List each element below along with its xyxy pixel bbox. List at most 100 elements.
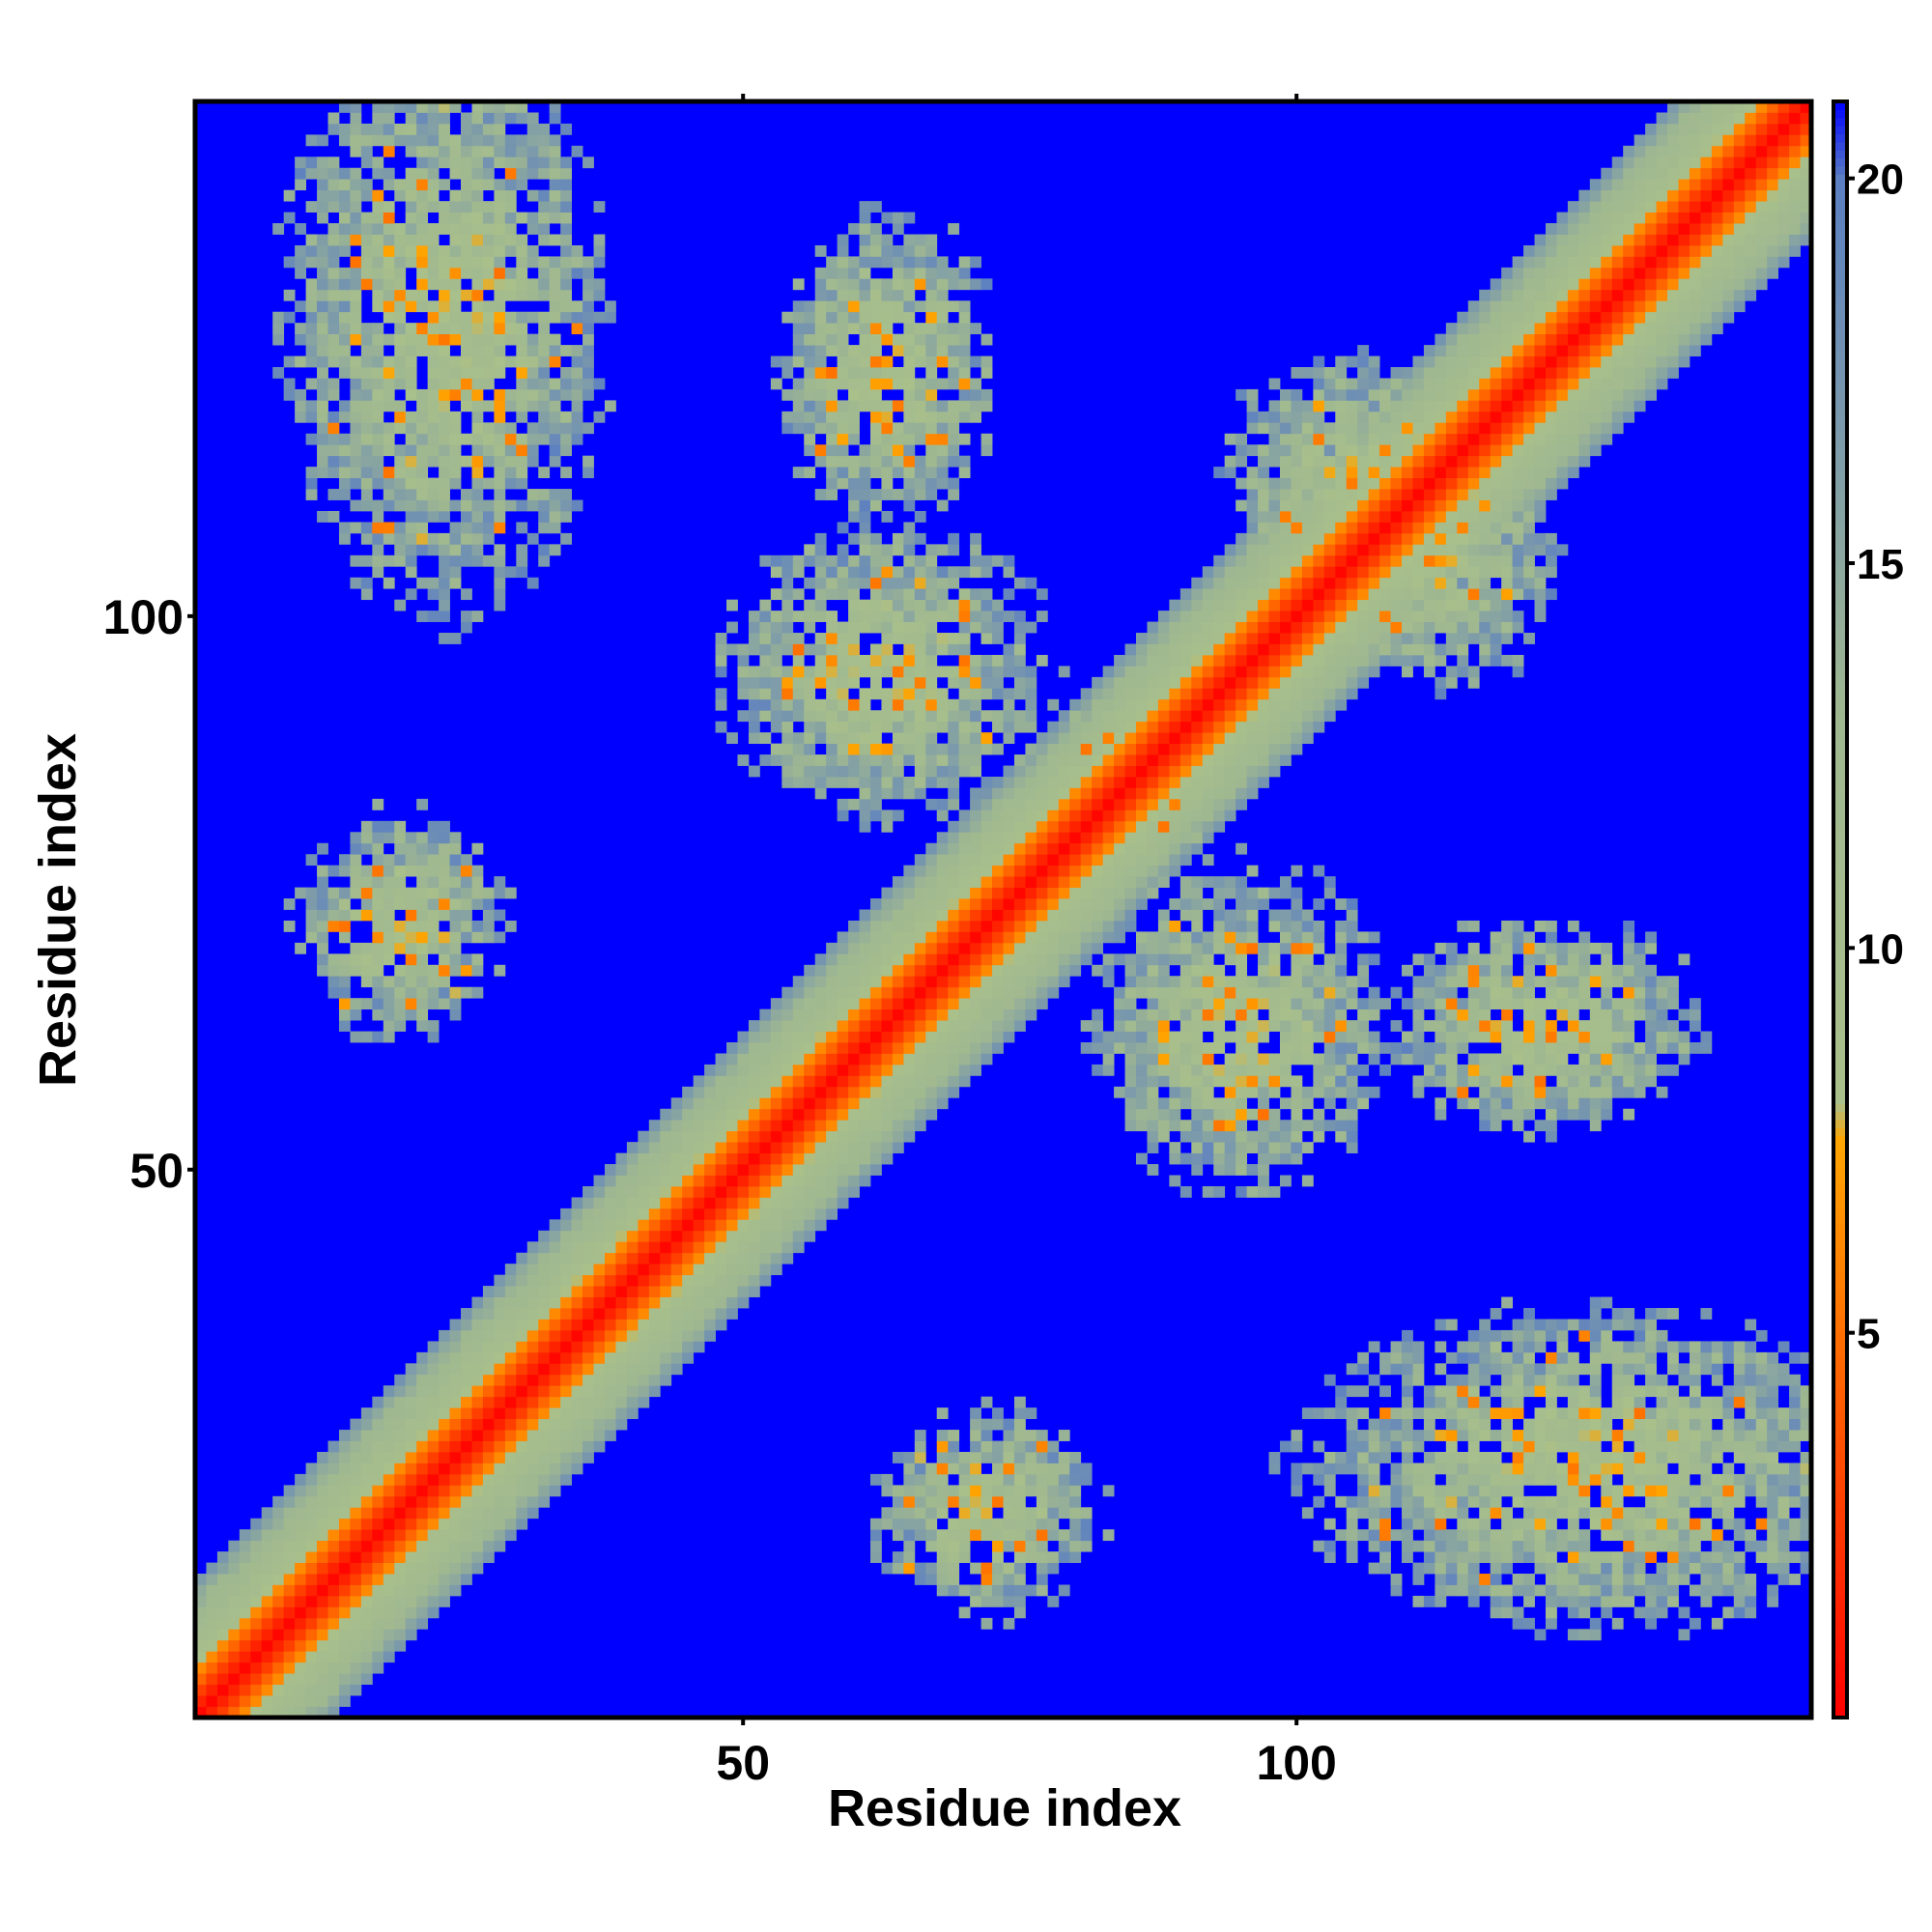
heatmap-cell [881, 1020, 894, 1032]
heatmap-cell [1069, 842, 1082, 855]
heatmap-cell [804, 388, 816, 401]
heatmap-cell [394, 489, 407, 500]
heatmap-cell [903, 1540, 916, 1552]
heatmap-cell [1213, 643, 1226, 656]
heatmap-cell [416, 931, 429, 944]
heatmap-cell [338, 865, 351, 877]
heatmap-cell [869, 544, 882, 556]
heatmap-cell [948, 1495, 960, 1508]
heatmap-cell [471, 422, 484, 435]
heatmap-cell [1092, 721, 1104, 733]
heatmap-cell [826, 611, 838, 622]
heatmap-cell [317, 1695, 328, 1707]
heatmap-cell [781, 1020, 794, 1032]
heatmap-cell [859, 1164, 871, 1176]
heatmap-cell [648, 1252, 661, 1264]
heatmap-cell [1080, 920, 1093, 932]
heatmap-cell [1169, 1152, 1181, 1165]
heatmap-cell [948, 798, 960, 810]
heatmap-cell [748, 1086, 760, 1098]
heatmap-cell [948, 676, 960, 689]
heatmap-cell [626, 1407, 639, 1420]
heatmap-cell [1036, 1551, 1048, 1563]
heatmap-cell [1147, 765, 1159, 778]
heatmap-cell [859, 998, 871, 1010]
heatmap-cell [1025, 909, 1037, 922]
heatmap-cell [726, 1197, 738, 1209]
heatmap-cell [494, 1385, 506, 1398]
heatmap-cell [737, 1286, 750, 1297]
heatmap-cell [814, 300, 827, 313]
heatmap-cell [759, 633, 772, 644]
heatmap-cell [283, 388, 296, 401]
heatmap-cell [948, 732, 960, 745]
heatmap-cell [416, 976, 429, 988]
heatmap-cell [1003, 976, 1015, 988]
heatmap-cell [549, 411, 561, 423]
heatmap-cell [504, 1363, 517, 1376]
heatmap-cell [1202, 776, 1214, 788]
heatmap-cell [826, 743, 838, 755]
heatmap-cell [1013, 1396, 1026, 1408]
heatmap-cell [372, 1606, 384, 1619]
heatmap-cell [980, 1396, 993, 1408]
heatmap-cell [881, 234, 894, 246]
heatmap-cell [416, 1407, 429, 1420]
heatmap-cell [914, 1495, 926, 1508]
heatmap-cell [1036, 1451, 1048, 1463]
heatmap-cell [1025, 698, 1037, 711]
heatmap-cell [936, 588, 949, 601]
heatmap-cell [394, 1639, 407, 1652]
heatmap-cell [416, 455, 429, 468]
heatmap-cell [848, 588, 860, 601]
heatmap-cell [195, 1684, 207, 1696]
heatmap-cell [1114, 920, 1125, 932]
heatmap-cell [1268, 611, 1281, 622]
heatmap-cell [1013, 1529, 1026, 1542]
heatmap-cell [903, 388, 916, 401]
heatmap-cell [439, 1396, 450, 1408]
heatmap-cell [881, 754, 894, 766]
heatmap-cell [1157, 810, 1170, 822]
heatmap-cell [461, 355, 472, 368]
heatmap-cell [914, 964, 926, 977]
heatmap-cell [416, 433, 429, 445]
heatmap-cell [848, 676, 860, 689]
heatmap-cell [660, 1264, 672, 1276]
heatmap-cell [405, 1485, 417, 1497]
heatmap-cell [305, 887, 318, 899]
heatmap-cell [970, 1031, 981, 1043]
heatmap-cell [504, 1463, 517, 1475]
heatmap-cell [958, 643, 971, 656]
heatmap-cell [427, 234, 440, 246]
heatmap-cell [869, 1108, 882, 1121]
heatmap-cell [892, 621, 904, 634]
heatmap-cell [449, 1562, 462, 1575]
heatmap-cell [405, 1518, 417, 1530]
heatmap-cell [1246, 898, 1259, 910]
heatmap-cell [1080, 721, 1093, 733]
heatmap-cell [494, 577, 506, 589]
heatmap-cell [571, 256, 583, 269]
heatmap-cell [494, 1319, 506, 1331]
heatmap-cell [1246, 510, 1259, 523]
heatmap-cell [516, 411, 528, 423]
heatmap-cell [372, 876, 384, 888]
heatmap-cell [327, 887, 340, 899]
heatmap-cell [792, 1053, 805, 1065]
heatmap-cell [338, 234, 351, 246]
heatmap-cell [970, 1053, 981, 1065]
heatmap-cell [526, 1351, 539, 1364]
heatmap-cell [804, 1175, 816, 1187]
heatmap-cell [526, 1473, 539, 1486]
heatmap-cell [538, 467, 551, 478]
heatmap-cell [1169, 1042, 1181, 1054]
heatmap-cell [1003, 1463, 1015, 1475]
heatmap-cell [604, 1241, 616, 1254]
heatmap-cell [660, 1329, 672, 1342]
heatmap-cell [416, 1540, 429, 1552]
heatmap-cell [1069, 1485, 1082, 1497]
heatmap-cell [980, 355, 993, 368]
heatmap-cell [549, 378, 561, 390]
heatmap-cell [394, 256, 407, 269]
